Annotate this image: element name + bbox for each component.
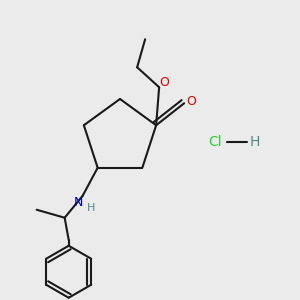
Text: H: H	[86, 203, 95, 213]
Text: O: O	[186, 95, 196, 108]
Text: N: N	[74, 196, 83, 209]
Text: Cl: Cl	[208, 135, 222, 149]
Text: O: O	[159, 76, 169, 89]
Text: H: H	[250, 135, 260, 149]
